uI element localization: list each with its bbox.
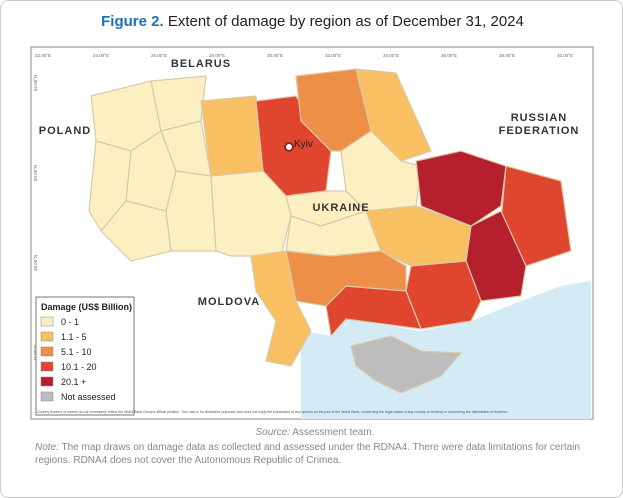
latitude-label: 48.00°N [33,255,38,271]
sea [301,281,591,419]
legend-swatch [40,376,54,387]
country-label: UKRAINE [312,202,369,214]
country-label: RUSSIAN FEDERATION [499,112,580,137]
legend-swatch [40,361,54,372]
figure-title: Figure 2. Extent of damage by region as … [1,13,622,30]
figure-number: Figure 2. [101,13,164,30]
legend-swatch [40,331,54,342]
city-label: Kyiv [294,139,313,150]
longitude-label: 30.00°E [267,53,283,58]
country-label: POLAND [39,125,91,137]
title-text: Extent of damage by region as of Decembe… [167,13,524,30]
legend-swatch [40,316,54,327]
longitude-label: 24.00°E [93,53,109,58]
longitude-label: 26.00°E [151,53,167,58]
legend-label: 1.1 - 5 [61,332,87,342]
region [355,68,432,162]
legend: Damage (US$ Billion) 0 - 1 1.1 - 5 5.1 - 1… [35,296,135,416]
longitude-label: 36.00°E [441,53,457,58]
legend-label: 20.1 + [61,377,86,387]
coordinates: 22.00°E 24.00°E 26.00°E 28.00°E 30.00°E 32.00… [33,53,573,361]
longitude-label: 40.00°E [557,53,573,58]
region [165,170,217,252]
longitude-label: 38.00°E [499,53,515,58]
country-label: BELARUS [171,58,231,70]
region [210,170,292,257]
legend-label: 0 - 1 [61,317,79,327]
region [285,250,407,307]
legend-label: Not assessed [61,392,116,402]
city-marker [284,142,294,152]
legend-label: 5.1 - 10 [61,347,92,357]
legend-swatch [40,391,54,402]
note-label: Note: [35,442,59,453]
region [415,150,507,227]
longitude-label: 28.00°E [209,53,225,58]
longitude-label: 22.00°E [35,53,51,58]
region [200,95,264,177]
source-text: Assessment team. [292,427,375,438]
longitude-label: 32.00°E [325,53,341,58]
note: Note: The map draws on damage data as co… [35,441,595,467]
disclaimer: Country borders or names do not necessar… [37,410,508,414]
region [350,335,463,394]
legend-title: Damage (US$ Billion) [41,302,132,312]
source-label: Source: [255,427,290,438]
region [250,250,312,367]
note-text: The map draws on damage data as collecte… [35,442,580,466]
legend-label: 10.1 - 20 [61,362,97,372]
country-label: MOLDOVA [198,296,260,308]
latitude-label: 50.00°N [33,165,38,181]
source: Source: Assessment team. [35,426,595,439]
latitude-label: 52.00°N [33,75,38,91]
longitude-label: 34.00°E [383,53,399,58]
legend-swatch [40,346,54,357]
